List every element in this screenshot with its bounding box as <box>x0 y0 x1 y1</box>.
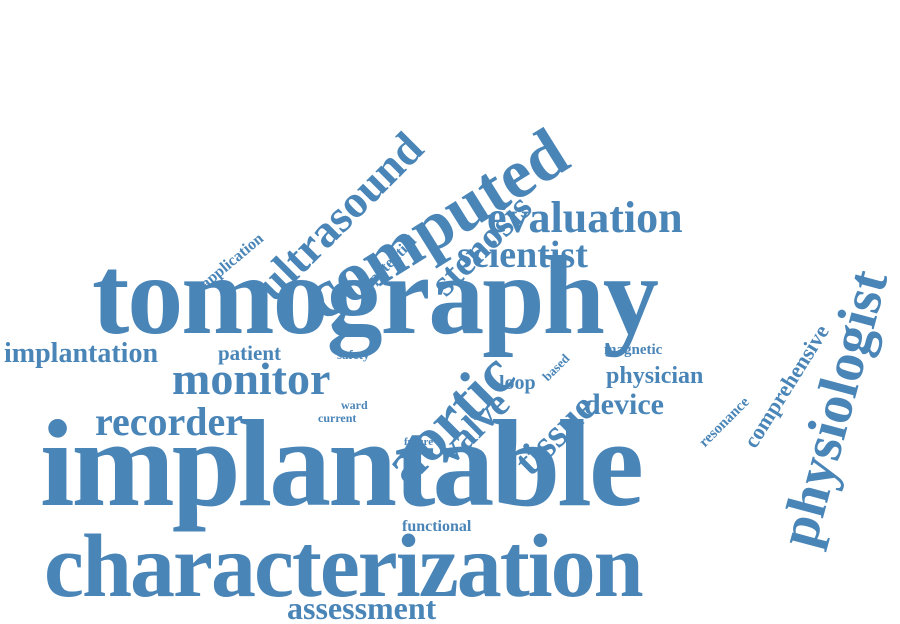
word-monitor: monitor <box>172 353 331 404</box>
word-patient: patient <box>218 341 281 365</box>
word-scientist: scientist <box>457 234 588 276</box>
word-characterization: characterization <box>44 517 644 616</box>
word-safety: safety <box>337 347 370 362</box>
word-magnetic: magnetic <box>604 342 663 358</box>
word-ward: ward <box>341 398 368 412</box>
word-evaluation: evaluation <box>487 193 683 242</box>
word-recorder: recorder <box>95 399 244 444</box>
word-functional: functional <box>402 518 472 535</box>
word-implantation: implantation <box>4 338 159 369</box>
word-assessment: assessment <box>287 590 437 624</box>
word-loop: loop <box>499 372 536 394</box>
word-physician: physician <box>606 363 704 389</box>
word-future: future <box>404 436 434 448</box>
word-implantable: implantable <box>40 395 644 532</box>
word-physiologist: physiologist <box>767 263 900 554</box>
word-tomography: tomography <box>92 234 659 358</box>
word-current: current <box>318 411 357 425</box>
word-device: device <box>584 388 664 421</box>
